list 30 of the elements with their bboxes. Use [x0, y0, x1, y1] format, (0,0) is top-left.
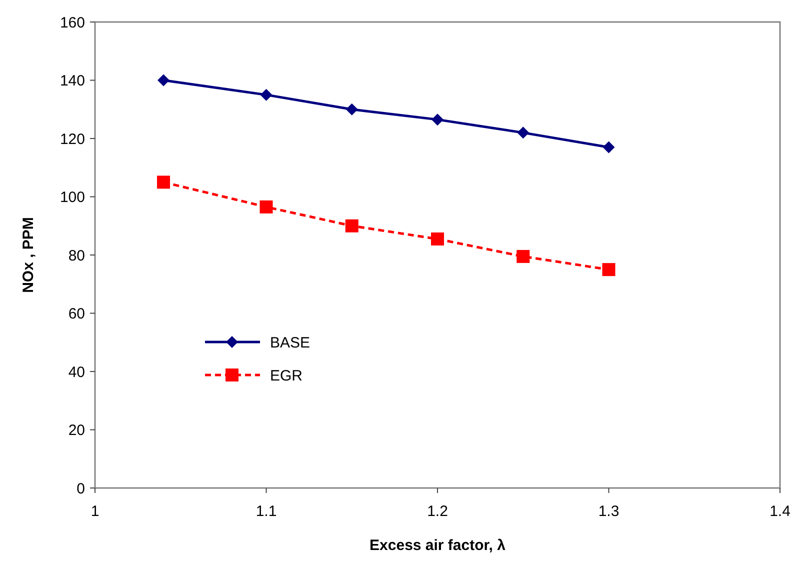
legend-label: BASE	[270, 334, 310, 352]
y-tick-label: 160	[60, 14, 85, 32]
point	[260, 88, 272, 101]
point	[602, 141, 615, 154]
y-tick-label: 140	[60, 72, 85, 90]
point	[346, 103, 358, 116]
x-axis-title: Excess air factor, λ	[370, 537, 506, 554]
y-tick-label: 0	[76, 480, 85, 498]
y-tick-label: 20	[68, 422, 85, 439]
point	[158, 74, 170, 86]
point	[260, 200, 273, 214]
point	[517, 126, 530, 139]
x-tick-label: 1.2	[427, 503, 448, 520]
y-tick-label: 120	[60, 130, 85, 148]
point	[157, 176, 170, 189]
point	[431, 232, 444, 246]
point	[602, 263, 616, 276]
point	[516, 250, 530, 263]
x-tick-label: 1.4	[770, 503, 790, 520]
y-tick-label: 80	[68, 247, 85, 264]
y-tick-label: 60	[68, 306, 85, 322]
y-tick-label: 40	[68, 364, 85, 381]
legend-label: EGR	[270, 367, 303, 384]
y-tick-label: 100	[60, 189, 85, 206]
x-tick-label: 1	[90, 503, 100, 520]
x-tick-label: 1.1	[256, 503, 277, 520]
point	[432, 114, 444, 126]
x-tick-label: 1.3	[598, 503, 620, 520]
point	[345, 219, 358, 232]
y-axis-title: NOx , PPM	[20, 217, 37, 293]
